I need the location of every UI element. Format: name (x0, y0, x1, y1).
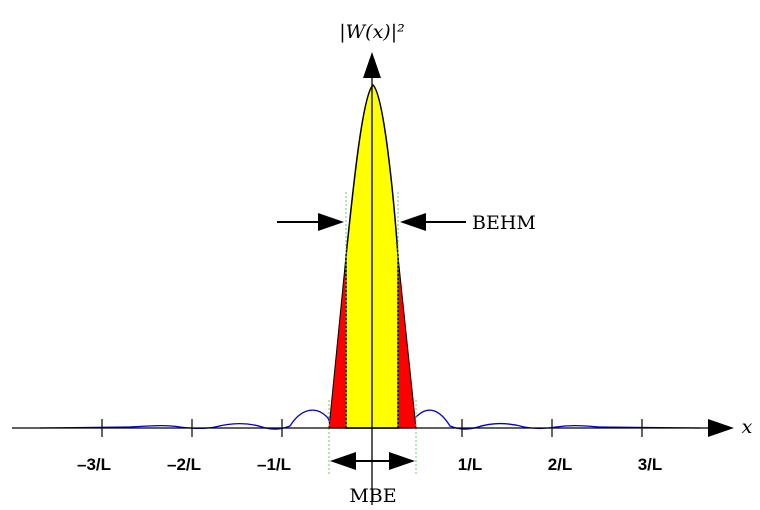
behm-label: BEHM (472, 212, 536, 234)
x-axis-label: x (742, 416, 753, 438)
behm-arrow-left-head (318, 213, 344, 231)
x-tick-label: 2/L (548, 455, 573, 474)
x-tick-label: 1/L (458, 455, 483, 474)
behm-arrow-right-head (400, 213, 426, 231)
mbe-arrow-left-head (330, 452, 356, 470)
main-lobe-edge-left (328, 255, 347, 429)
mbe-arrow-right-head (389, 452, 415, 470)
x-axis-arrowhead (708, 419, 734, 437)
y-axis-label: |W(x)|² (339, 21, 405, 43)
x-tick-label: 3/L (638, 455, 663, 474)
x-axis-ticks: –3/L –2/L –1/L 1/L 2/L 3/L (77, 419, 662, 474)
main-lobe-edge-right (397, 255, 417, 429)
x-tick-label: –1/L (257, 455, 291, 474)
x-tick-label: –2/L (167, 455, 201, 474)
mbe-label: MBE (349, 485, 396, 507)
x-tick-label: –3/L (77, 455, 111, 474)
y-axis-arrowhead (363, 52, 381, 78)
